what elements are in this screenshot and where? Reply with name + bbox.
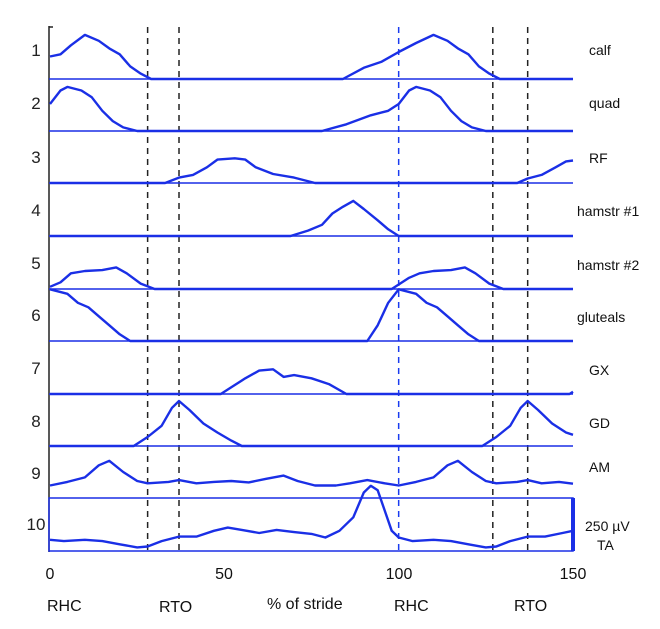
trace-row: 10 TA <box>27 484 615 553</box>
muscle-label: calf <box>589 42 611 58</box>
muscle-label: GD <box>589 415 610 431</box>
trace-row: 1 calf <box>31 33 611 81</box>
x-tick-label: 50 <box>215 566 233 583</box>
emg-trace-ta <box>49 484 574 549</box>
muscle-label: AM <box>589 459 610 475</box>
trace-row: 4 hamstr #1 <box>31 199 639 238</box>
row-number-label: 2 <box>31 94 40 113</box>
emg-trace-gx <box>50 368 574 396</box>
trace-row: 9 AM <box>31 459 610 487</box>
row-number-label: 8 <box>31 412 40 431</box>
event-label-rhc: RHC <box>47 598 82 615</box>
event-label-rto: RTO <box>159 599 192 616</box>
trace-row: 7 GX <box>31 359 610 396</box>
row-number-label: 6 <box>31 306 40 325</box>
emg-trace-hamstr-1 <box>50 199 573 238</box>
x-tick-label: 0 <box>46 566 55 583</box>
emg-trace-quad <box>49 85 573 133</box>
emg-trace-rf <box>50 157 574 185</box>
row-number-label: 4 <box>31 201 40 220</box>
muscle-label: TA <box>597 537 615 553</box>
trace-row: 3 RF <box>31 148 608 185</box>
muscle-label: hamstr #2 <box>577 257 639 273</box>
emg-trace-gluteals <box>49 288 573 343</box>
row-number-label: 10 <box>27 515 46 534</box>
muscle-label: RF <box>589 150 608 166</box>
trace-row: 5 hamstr #2 <box>31 254 639 291</box>
x-tick-label: 150 <box>560 566 587 583</box>
row-number-label: 3 <box>31 148 40 167</box>
trace-row: 2 quad <box>31 85 620 133</box>
muscle-label: hamstr #1 <box>577 203 639 219</box>
emg-trace-am <box>49 459 574 487</box>
emg-trace-hamstr-2 <box>49 266 573 291</box>
x-tick-label: 100 <box>386 566 413 583</box>
scale-bar-label: 250 µV <box>585 518 630 534</box>
trace-rows: 1 calf 2 quad 3 RF 4 hamstr #1 5 hamstr #2 6 glutea… <box>27 33 639 553</box>
trace-row: 6 gluteals <box>31 288 625 343</box>
trace-row: 8 GD <box>31 399 610 448</box>
muscle-label: GX <box>589 362 610 378</box>
emg-trace-gd <box>50 399 574 448</box>
muscle-label: gluteals <box>577 309 625 325</box>
emg-trace-calf <box>49 33 573 81</box>
event-label-rto: RTO <box>514 598 547 615</box>
row-number-label: 5 <box>31 254 40 273</box>
muscle-label: quad <box>589 95 620 111</box>
event-label-rhc: RHC <box>394 598 429 615</box>
row-number-label: 9 <box>31 464 40 483</box>
row-number-label: 1 <box>31 41 40 60</box>
x-axis-label: % of stride <box>267 596 343 613</box>
ta-panel-box <box>48 497 574 552</box>
row-number-label: 7 <box>31 359 40 378</box>
